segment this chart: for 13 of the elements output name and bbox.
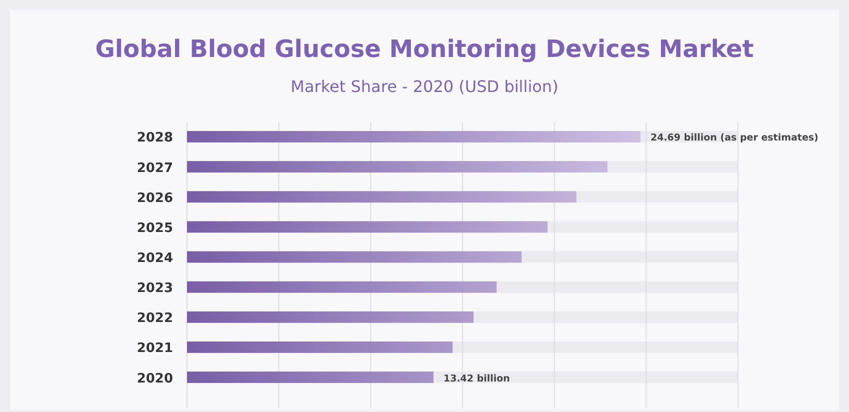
- data-label: 24.69 billion (as per estimates): [650, 132, 818, 144]
- y-tick-label: 2027: [136, 160, 173, 176]
- y-tick-label: 2023: [136, 281, 173, 296]
- y-tick-label: 2020: [136, 371, 173, 386]
- y-tick-label: 2028: [136, 130, 173, 146]
- y-tick-label: 2022: [136, 311, 173, 326]
- chart-title: Global Blood Glucose Monitoring Devices Market: [95, 35, 754, 63]
- y-tick-label: 2024: [136, 251, 173, 266]
- y-tick-label: 2021: [136, 341, 173, 356]
- y-tick-label: 2025: [136, 220, 173, 236]
- chart-subtitle: Market Share - 2020 (USD billion): [290, 77, 558, 96]
- y-tick-label: 2026: [136, 190, 173, 206]
- data-label: 13.42 billion: [443, 373, 510, 384]
